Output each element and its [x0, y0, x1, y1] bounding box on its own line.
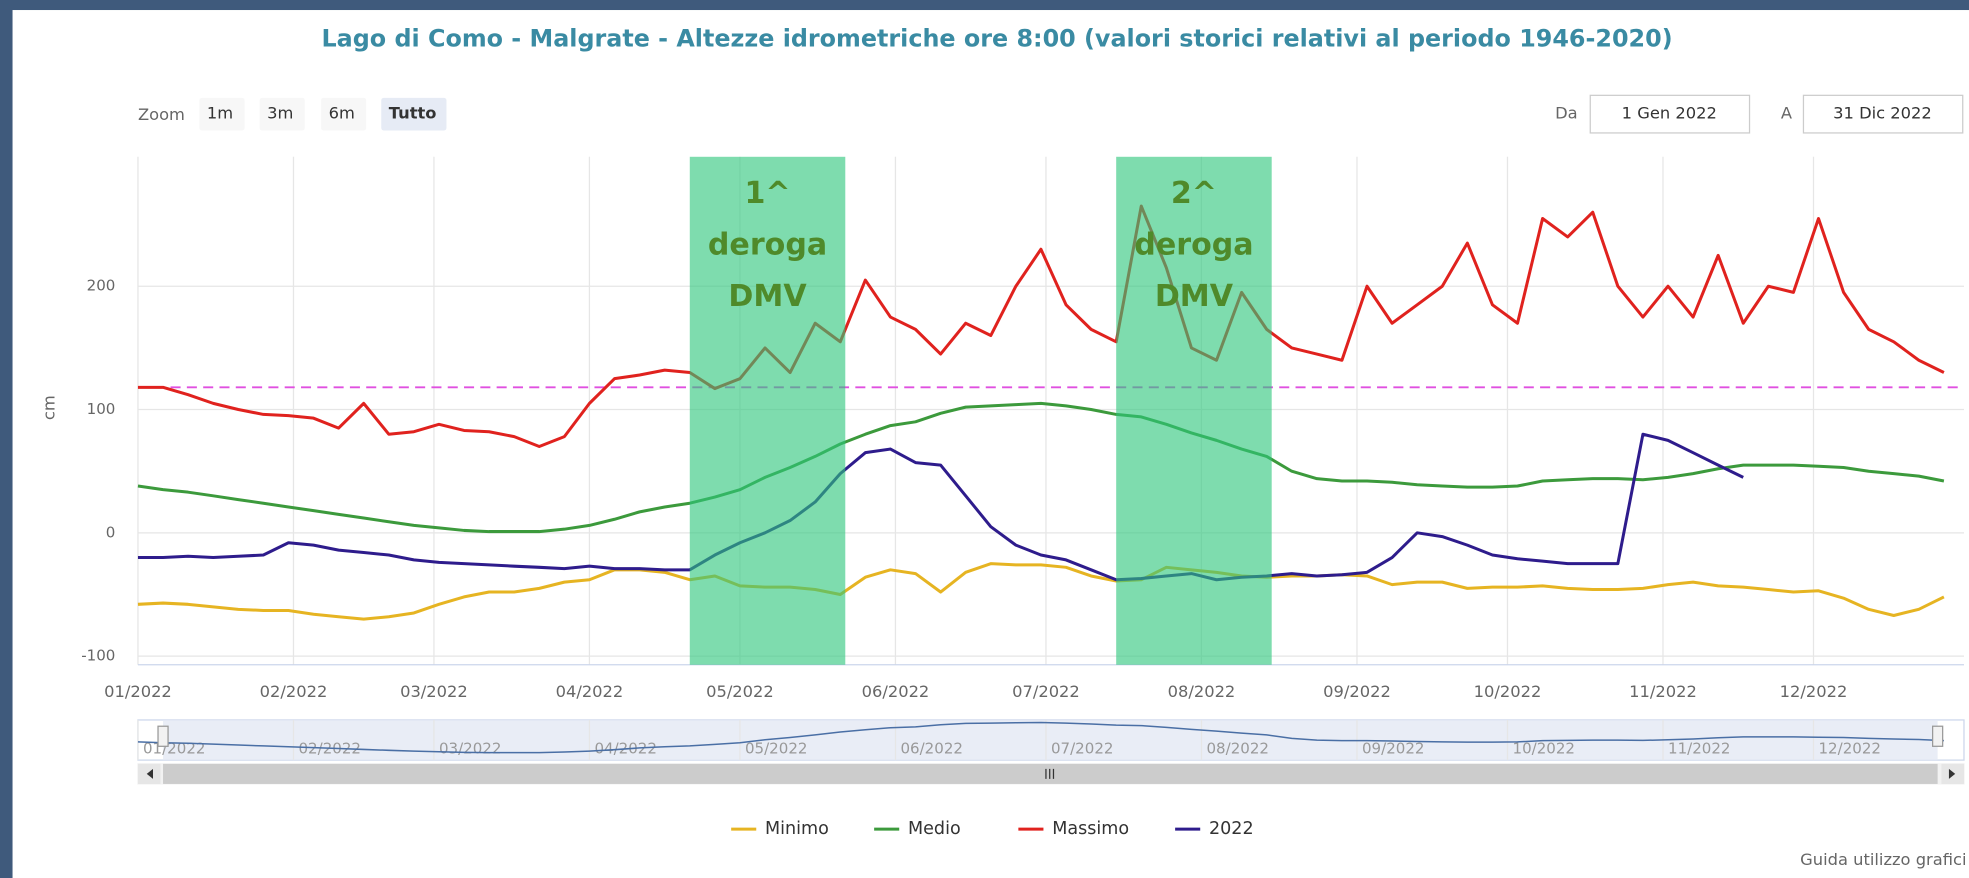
x-tick-label: 03/2022 [400, 682, 468, 701]
navigator-tick-label: 09/2022 [1362, 739, 1425, 757]
scrollbar-arrow [1948, 768, 1956, 779]
y-tick-label: 0 [106, 523, 116, 541]
series-line [137, 562, 1945, 621]
zoom-button[interactable] [259, 97, 305, 131]
navigator-tick-label: 11/2022 [1668, 739, 1731, 757]
annotation-text: deroga [708, 227, 827, 262]
legend-label[interactable]: 2022 [1209, 819, 1254, 839]
annotation-text: 2^ [1171, 176, 1217, 211]
y-axis-label: cm [40, 395, 59, 420]
y-tick-label: 200 [87, 277, 116, 295]
x-tick-label: 02/2022 [260, 682, 328, 701]
annotation-band [689, 156, 846, 665]
zoom-button[interactable] [321, 97, 367, 131]
navigator-tick-label: 05/2022 [745, 739, 808, 757]
legend-label[interactable]: Massimo [1052, 819, 1129, 839]
from-label: Da [1555, 104, 1578, 123]
annotation-text: deroga [1134, 227, 1253, 262]
series-line [137, 432, 1744, 582]
annotation-text: DMV [1155, 279, 1234, 314]
from-input[interactable] [1589, 94, 1751, 134]
x-tick-label: 06/2022 [862, 682, 930, 701]
zoom-button[interactable] [199, 97, 245, 131]
x-tick-label: 04/2022 [556, 682, 624, 701]
y-tick-label: -100 [81, 647, 115, 665]
annotation-text: 1^ [744, 176, 790, 211]
scrollbar-grip [1045, 768, 1055, 779]
x-tick-label: 09/2022 [1323, 682, 1391, 701]
zoom-button[interactable] [381, 97, 447, 131]
scrollbar-thumb[interactable] [163, 763, 1938, 784]
footer[interactable]: Guida utilizzo grafici [1800, 850, 1966, 869]
to-input[interactable] [1802, 94, 1964, 134]
navigator-handle[interactable] [1932, 725, 1944, 747]
navigator-tick-label: 06/2022 [900, 739, 963, 757]
navigator-handle[interactable] [157, 725, 169, 747]
zoom-button-label[interactable]: 1m [207, 104, 233, 123]
zoom-label: Zoom [138, 105, 185, 124]
to-value[interactable]: 31 Dic 2022 [1833, 104, 1932, 123]
annotation-band [1116, 156, 1272, 665]
x-tick-label: 11/2022 [1629, 682, 1697, 701]
series-line [137, 401, 1945, 534]
zoom-button-label[interactable]: 6m [329, 104, 355, 123]
scrollbar-arrow [146, 768, 154, 779]
annotation-text: DMV [728, 279, 807, 314]
legend-label[interactable]: Minimo [765, 819, 829, 839]
chart-title: Lago di Como - Malgrate - Altezze idrome… [321, 25, 1672, 53]
navigator-line [137, 721, 1944, 754]
navigator-tick-label: 10/2022 [1512, 739, 1575, 757]
x-tick-label: 08/2022 [1168, 682, 1236, 701]
x-tick-label: 01/2022 [104, 682, 172, 701]
zoom-button-label[interactable]: 3m [267, 104, 293, 123]
navigator-tick-label: 03/2022 [439, 739, 502, 757]
series-line [137, 204, 1945, 449]
from-value[interactable]: 1 Gen 2022 [1622, 104, 1717, 123]
x-tick-label: 05/2022 [706, 682, 774, 701]
to-label: A [1781, 104, 1793, 123]
legend-label[interactable]: Medio [908, 819, 961, 839]
x-tick-label: 12/2022 [1780, 682, 1848, 701]
y-tick-label: 100 [87, 400, 116, 418]
zoom-button-label[interactable]: Tutto [389, 104, 437, 123]
navigator-tick-label: 07/2022 [1051, 739, 1114, 757]
navigator-tick-label: 12/2022 [1819, 739, 1882, 757]
navigator-tick-label: 08/2022 [1206, 739, 1269, 757]
x-tick-label: 07/2022 [1012, 682, 1080, 701]
x-tick-label: 10/2022 [1474, 682, 1542, 701]
